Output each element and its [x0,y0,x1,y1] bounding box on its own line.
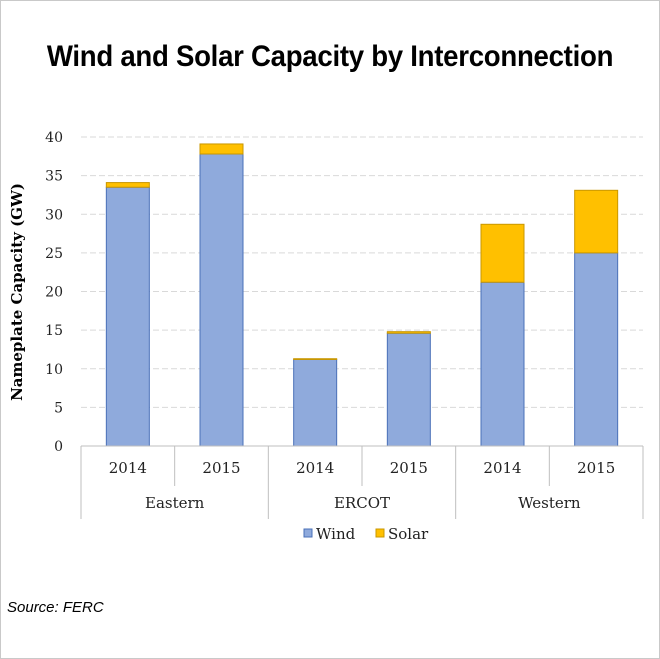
x-tick-label: 2015 [390,459,428,477]
bar-wind-3 [293,358,338,447]
y-tick-label: 0 [54,439,63,455]
x-group-label: Western [518,494,581,512]
y-tick-label: 5 [54,400,63,416]
bar-wind-1 [105,186,150,447]
x-tick-label: 2014 [296,459,334,477]
bar-solar-5 [480,223,525,283]
y-tick-label: 35 [45,169,63,185]
bar-solar-4 [386,331,431,334]
y-tick-label: 15 [45,323,63,339]
bar-layer [105,143,619,447]
legend-swatch-solar [375,528,385,538]
y-tick-label: 20 [45,285,63,301]
bar-solar-3 [293,358,338,360]
y-axis-label: Nameplate Capacity (GW) [8,183,26,401]
source-note: Source: FERC [7,599,104,616]
legend-label-solar: Solar [388,525,429,543]
x-tick-label: 2015 [577,459,615,477]
x-tick-label: 2014 [109,459,147,477]
y-tick-label: 40 [45,130,63,146]
bar-solar-2 [199,143,244,155]
y-tick-label: 25 [45,246,63,262]
bar-solar-1 [105,182,150,188]
axis-layer: 0 5 10 15 20 25 30 35 40 2014 2015 2014 2015 2014 2015… [45,130,644,519]
x-group-label: ERCOT [334,494,390,512]
bar-wind-5 [480,281,525,447]
bar-wind-2 [199,153,244,447]
bar-wind-4 [386,332,431,447]
y-tick-label: 10 [45,362,63,378]
bar-solar-6 [574,189,619,254]
y-tick-label: 30 [45,207,63,223]
x-group-label: Eastern [145,494,205,512]
legend-swatch-wind [303,528,313,538]
x-tick-label: 2014 [483,459,521,477]
grid-layer [81,136,643,408]
legend-label-wind: Wind [316,525,356,543]
x-tick-label: 2015 [202,459,240,477]
bar-wind-6 [574,252,619,447]
legend: Wind Solar [303,525,429,543]
chart-title: Wind and Solar Capacity by Interconnecti… [46,40,614,73]
